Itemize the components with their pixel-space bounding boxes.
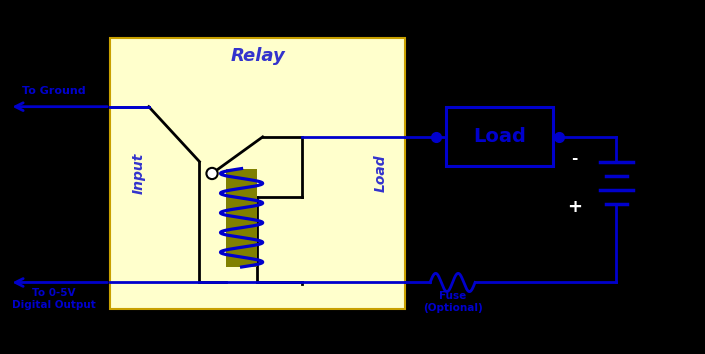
- Text: To Ground: To Ground: [22, 86, 85, 96]
- Circle shape: [207, 168, 218, 179]
- Text: -: -: [571, 150, 577, 166]
- Text: Load: Load: [473, 127, 526, 147]
- Text: Load: Load: [374, 155, 388, 192]
- Text: To 0-5V
Digital Output: To 0-5V Digital Output: [12, 288, 96, 310]
- Text: Fuse
(Optional): Fuse (Optional): [423, 291, 482, 313]
- Text: Relay: Relay: [231, 47, 285, 65]
- Text: Input: Input: [131, 153, 145, 194]
- Bar: [226, 169, 257, 267]
- Bar: [446, 107, 553, 166]
- Bar: [110, 38, 405, 309]
- Text: +: +: [567, 198, 582, 216]
